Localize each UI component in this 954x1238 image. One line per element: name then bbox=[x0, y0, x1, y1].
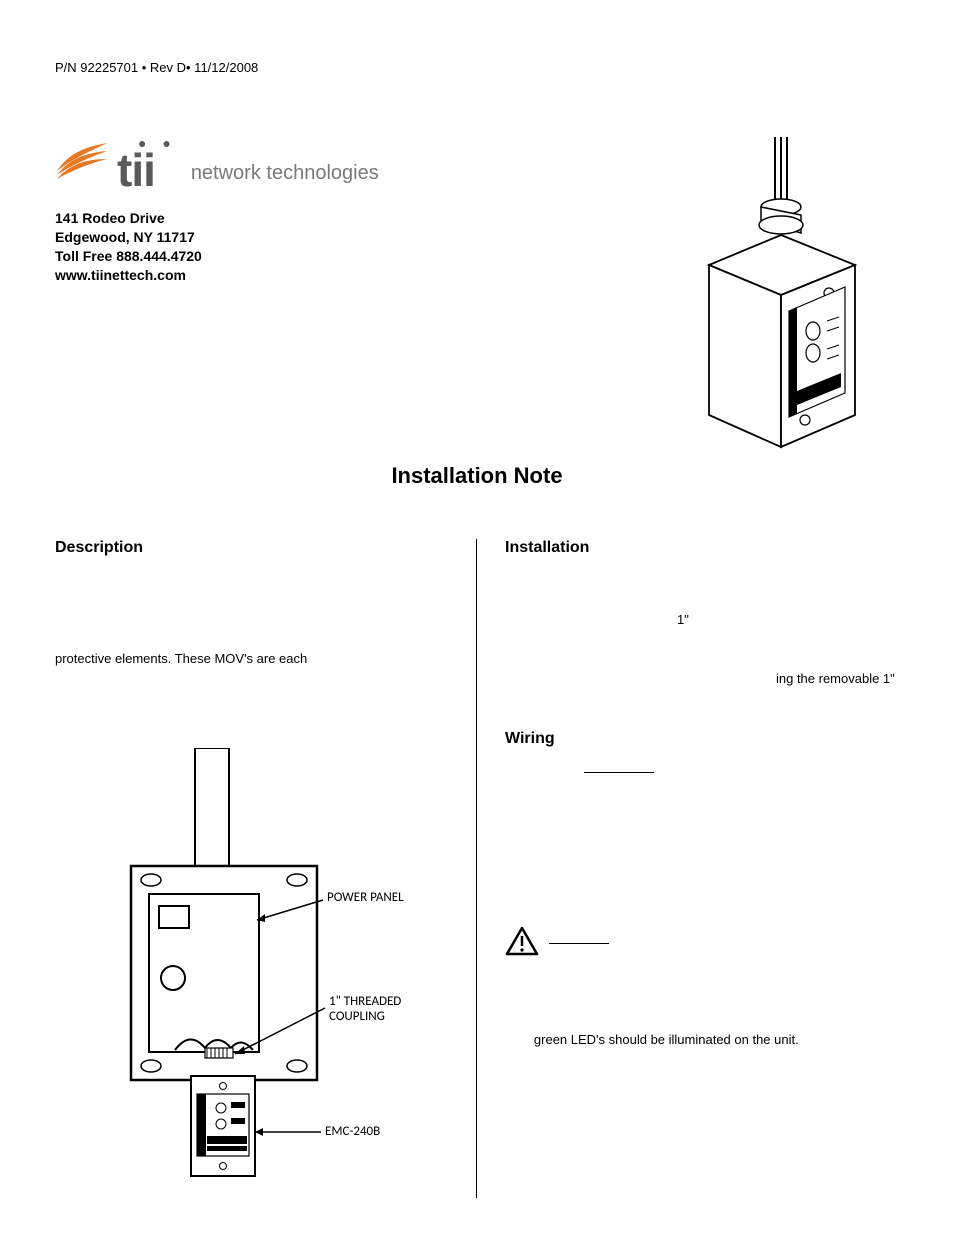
installation-diagram: POWER PANEL 1" THREADED COUPLING EMC-240… bbox=[55, 748, 448, 1198]
heading-wiring: Wiring bbox=[505, 730, 899, 748]
column-left: Description Lorem ipsum dolor sit amet c… bbox=[55, 539, 477, 1198]
logo-tii-text: ● ● tii network technologies bbox=[117, 137, 379, 191]
wiring-paragraph-2: Lorem ipsum dolor sit amet consectetur a… bbox=[505, 971, 899, 1049]
header-row: ● ● tii network technologies 141 Rodeo D… bbox=[55, 135, 899, 455]
heading-installation: Installation bbox=[505, 539, 899, 557]
part-number-line: P/N 92225701 • Rev D• 11/12/2008 bbox=[55, 60, 899, 75]
install-visible-a: 1" bbox=[677, 612, 689, 627]
led-visible-text: green LED's should be illuminated on the… bbox=[534, 1032, 799, 1047]
description-visible-text: protective elements. These MOV's are eac… bbox=[55, 651, 307, 666]
install-visible-b: ing the removable 1" bbox=[776, 671, 895, 686]
warning-underline bbox=[549, 943, 609, 944]
column-right: Installation Lorem ipsum dolor sit amet … bbox=[477, 539, 899, 1198]
installation-paragraph: Lorem ipsum dolor sit amet consectetur a… bbox=[505, 571, 899, 708]
description-paragraph: Lorem ipsum dolor sit amet consectetur a… bbox=[55, 571, 448, 708]
heading-description: Description bbox=[55, 539, 448, 557]
warning-triangle-icon bbox=[505, 926, 539, 961]
diagram-label-emc: EMC-240B bbox=[325, 1124, 380, 1139]
warning-row bbox=[505, 926, 899, 961]
product-isometric-image bbox=[689, 135, 869, 470]
two-column-layout: Description Lorem ipsum dolor sit amet c… bbox=[55, 539, 899, 1198]
logo-subtitle: network technologies bbox=[187, 162, 379, 191]
diagram-label-coupling: 1" THREADED COUPLING bbox=[329, 994, 429, 1024]
logo-swoosh-icon bbox=[55, 135, 111, 191]
diagram-label-panel: POWER PANEL bbox=[327, 890, 404, 905]
underline-1 bbox=[584, 772, 654, 773]
logo-main-text: tii bbox=[117, 144, 155, 196]
wiring-paragraph-1: Lorem ipsum dolor sit amet consectetur a… bbox=[505, 762, 899, 899]
